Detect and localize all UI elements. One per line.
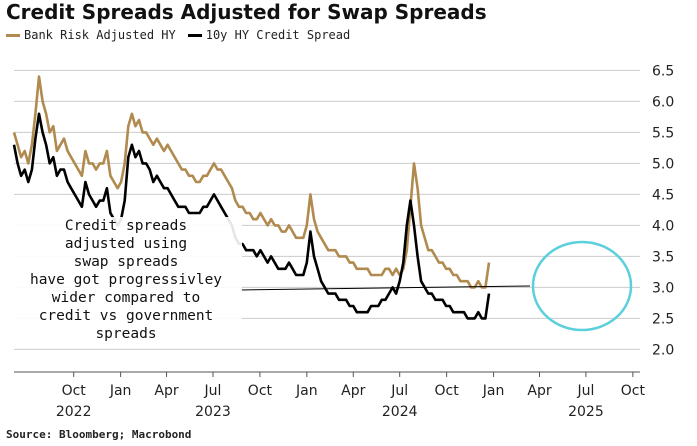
x-tick-label: Oct xyxy=(621,383,646,399)
annotation-pointer xyxy=(239,285,531,291)
x-tick-label: Jan xyxy=(109,383,132,399)
x-tick-label: Jan xyxy=(295,383,318,399)
legend-item-bank: Bank Risk Adjusted HY xyxy=(6,28,176,42)
series-lines xyxy=(12,75,491,320)
y-tick-label: 6.5 xyxy=(652,63,674,79)
y-tick-label: 4.0 xyxy=(652,218,674,234)
x-axis: Oct 2022 Jan Apr Jul 2023 Oct Jan Apr Jul 2024 Oct J… xyxy=(56,372,646,420)
legend-item-hy: 10y HY Credit Spread xyxy=(187,28,351,42)
series-line-bank xyxy=(12,75,491,289)
x-tick-label: Oct xyxy=(248,383,273,399)
x-tick-label: Oct xyxy=(435,383,460,399)
x-year-label: 2022 xyxy=(56,404,92,420)
annotation-line: have got progressivley xyxy=(29,272,223,288)
annotation-text: Credit spreads adjusted using swap sprea… xyxy=(10,217,242,343)
y-tick-label: 5.0 xyxy=(652,156,674,172)
series-line-hy xyxy=(12,112,491,320)
legend-label-bank: Bank Risk Adjusted HY xyxy=(24,28,176,42)
y-axis: 2.0 2.5 3.0 3.5 4.0 4.5 5.0 5.5 6.0 6.5 xyxy=(652,63,674,358)
annotation-line: adjusted using xyxy=(64,236,188,252)
x-tick-label: Apr xyxy=(341,383,365,399)
legend-swatch-hy xyxy=(187,33,202,37)
y-tick-label: 3.5 xyxy=(652,249,674,265)
y-tick-label: 3.0 xyxy=(652,280,674,296)
y-tick-label: 2.5 xyxy=(652,311,674,327)
x-tick-label: Apr xyxy=(527,383,551,399)
x-year-label: 2025 xyxy=(568,404,604,420)
legend-swatch-bank xyxy=(6,33,20,37)
highlight-circle xyxy=(531,240,633,332)
annotation-line: spreads xyxy=(95,326,157,342)
chart-title: Credit Spreads Adjusted for Swap Spreads xyxy=(6,0,487,24)
x-tick-label: Apr xyxy=(154,383,178,399)
annotation-line: Credit spreads xyxy=(64,218,188,234)
source-note: Source: Bloomberg; Macrobond xyxy=(6,428,192,441)
annotations xyxy=(239,240,633,332)
annotation-line: wider compared to xyxy=(51,290,201,306)
x-tick-label: Jul xyxy=(204,383,222,399)
x-tick-label: Jul xyxy=(390,383,408,399)
x-tick-label: Jul xyxy=(576,383,594,399)
y-tick-label: 6.0 xyxy=(652,94,674,110)
x-tick-label: Oct xyxy=(62,383,87,399)
x-year-label: 2023 xyxy=(195,404,231,420)
y-tick-label: 4.5 xyxy=(652,187,674,203)
x-year-label: 2024 xyxy=(382,404,418,420)
legend: Bank Risk Adjusted HY 10y HY Credit Spre… xyxy=(6,27,362,43)
legend-label-hy: 10y HY Credit Spread xyxy=(205,28,351,42)
annotation-line: credit vs government xyxy=(38,308,214,324)
x-tick-label: Jan xyxy=(482,383,505,399)
y-tick-label: 2.0 xyxy=(652,342,674,358)
y-tick-label: 5.5 xyxy=(652,125,674,141)
annotation-line: swap spreads xyxy=(73,254,179,270)
